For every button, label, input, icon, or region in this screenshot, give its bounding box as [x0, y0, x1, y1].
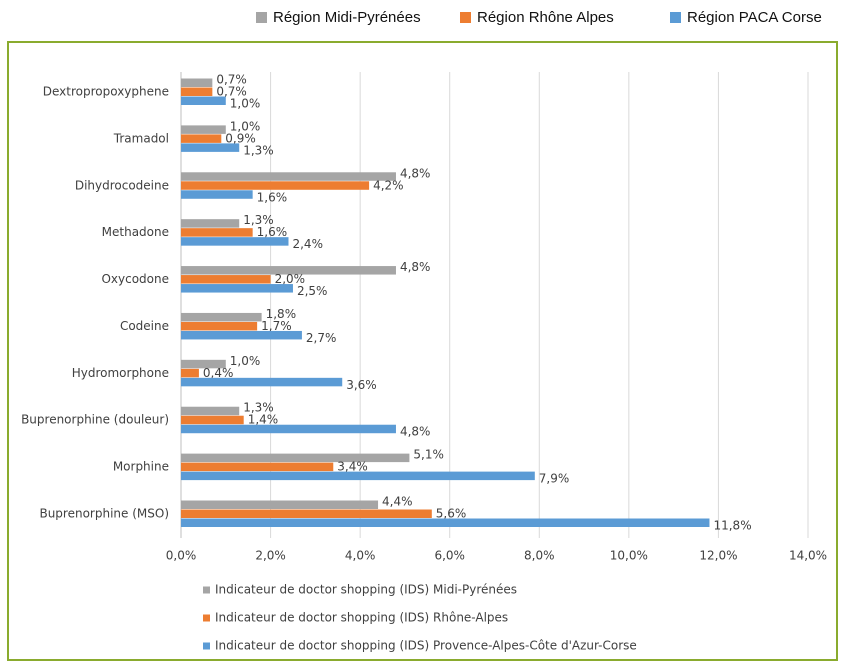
y-tick-label: Oxycodone	[101, 272, 169, 286]
bar	[181, 134, 222, 143]
data-label: 5,6%	[436, 507, 467, 521]
bar	[181, 509, 432, 518]
bar	[181, 78, 213, 87]
data-label: 1,3%	[243, 213, 274, 227]
data-label: 0,4%	[203, 366, 234, 380]
legend-swatch	[670, 12, 681, 23]
bar	[181, 368, 199, 378]
bar	[181, 471, 535, 481]
data-label: 4,2%	[373, 178, 404, 192]
y-tick-label: Dihydrocodeine	[75, 178, 169, 192]
y-tick-label: Methadone	[102, 225, 169, 239]
data-label: 3,4%	[337, 460, 368, 474]
data-label: 11,8%	[713, 519, 751, 533]
data-label: 0,9%	[225, 131, 256, 145]
bar	[181, 284, 293, 293]
x-tick-label: 14,0%	[789, 549, 827, 563]
bar	[181, 228, 253, 237]
legend-swatch	[460, 12, 471, 23]
x-tick-label: 8,0%	[524, 549, 555, 563]
legend-swatch	[203, 586, 210, 594]
legend-swatch	[203, 614, 210, 622]
bar	[181, 172, 396, 181]
data-label: 0,7%	[216, 73, 247, 87]
y-tick-label: Dextropropoxyphene	[43, 85, 169, 99]
legend-label: Indicateur de doctor shopping (IDS) Midi…	[215, 583, 517, 597]
data-label: 4,8%	[400, 166, 431, 180]
bar	[181, 125, 226, 134]
y-tick-label: Morphine	[113, 460, 169, 474]
legend-label: Indicateur de doctor shopping (IDS) Rhôn…	[215, 611, 508, 625]
bar	[181, 321, 258, 331]
bar	[181, 330, 302, 340]
data-label: 1,7%	[261, 319, 292, 333]
data-label: 2,4%	[292, 237, 323, 251]
data-label: 1,4%	[248, 413, 279, 427]
bar	[181, 453, 410, 463]
bar	[181, 424, 396, 434]
data-label: 1,3%	[243, 401, 274, 415]
x-tick-label: 6,0%	[434, 549, 465, 563]
legend-label: Région Midi-Pyrénées	[273, 9, 421, 26]
bar	[181, 275, 271, 284]
bar	[181, 518, 710, 527]
data-label: 1,6%	[257, 190, 288, 204]
data-label: 1,0%	[230, 97, 260, 111]
data-label: 7,9%	[539, 472, 570, 486]
x-tick-label: 2,0%	[255, 549, 286, 563]
bar	[181, 406, 240, 416]
y-tick-label: Tramadol	[113, 131, 169, 145]
bar	[181, 219, 240, 228]
bar	[181, 377, 343, 387]
bar	[181, 462, 334, 472]
y-tick-label: Buprenorphine (douleur)	[21, 413, 169, 427]
bar	[181, 312, 262, 322]
bar	[181, 96, 226, 105]
data-label: 3,6%	[346, 378, 377, 392]
bar	[181, 87, 213, 96]
x-tick-label: 0,0%	[166, 549, 197, 563]
data-label: 4,8%	[400, 260, 431, 274]
bar	[181, 500, 379, 509]
data-label: 1,0%	[230, 119, 260, 133]
legend-label: Région PACA Corse	[687, 9, 822, 26]
legend-swatch	[203, 642, 210, 650]
bar	[181, 237, 289, 246]
data-label: 4,4%	[382, 495, 413, 509]
x-tick-label: 4,0%	[345, 549, 376, 563]
bar	[181, 190, 253, 199]
y-tick-label: Hydromorphone	[72, 366, 169, 380]
data-label: 5,1%	[413, 448, 444, 462]
data-label: 0,7%	[216, 85, 247, 99]
legend-swatch	[256, 12, 267, 23]
data-label: 1,6%	[257, 225, 288, 239]
chart-frame	[7, 41, 838, 661]
x-tick-label: 12,0%	[699, 549, 737, 563]
data-label: 1,8%	[266, 307, 297, 321]
y-tick-label: Buprenorphine (MSO)	[39, 507, 169, 521]
legend-label: Indicateur de doctor shopping (IDS) Prov…	[215, 639, 637, 653]
bar	[181, 415, 244, 425]
bar	[181, 181, 370, 190]
data-label: 2,7%	[306, 331, 337, 345]
data-label: 2,5%	[297, 284, 328, 298]
bar	[181, 266, 396, 275]
legend-label: Région Rhône Alpes	[477, 9, 614, 26]
x-tick-label: 10,0%	[610, 549, 648, 563]
data-label: 1,0%	[230, 354, 260, 368]
data-label: 1,3%	[243, 143, 274, 157]
y-tick-label: Codeine	[120, 319, 169, 333]
bar	[181, 143, 240, 152]
bar	[181, 359, 226, 369]
data-label: 2,0%	[275, 272, 306, 286]
data-label: 4,8%	[400, 425, 431, 439]
